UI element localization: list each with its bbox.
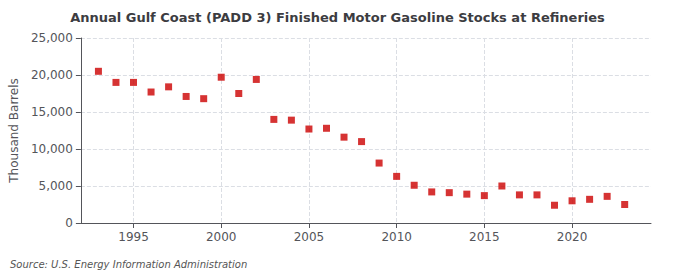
svg-text:Thousand Barrels: Thousand Barrels xyxy=(7,78,21,183)
svg-text:2010: 2010 xyxy=(381,230,412,244)
svg-text:15,000: 15,000 xyxy=(31,105,73,119)
svg-text:1995: 1995 xyxy=(118,230,149,244)
svg-text:2020: 2020 xyxy=(557,230,588,244)
svg-text:10,000: 10,000 xyxy=(31,142,73,156)
svg-text:5,000: 5,000 xyxy=(39,179,73,193)
svg-text:Source: U.S. Energy Informatio: Source: U.S. Energy Information Administ… xyxy=(10,259,247,270)
svg-text:2015: 2015 xyxy=(469,230,500,244)
svg-text:2005: 2005 xyxy=(294,230,325,244)
svg-text:Annual Gulf Coast (PADD 3) Fin: Annual Gulf Coast (PADD 3) Finished Moto… xyxy=(70,10,605,25)
svg-text:0: 0 xyxy=(65,216,73,230)
svg-text:20,000: 20,000 xyxy=(31,68,73,82)
svg-text:2000: 2000 xyxy=(206,230,237,244)
svg-text:25,000: 25,000 xyxy=(31,31,73,45)
